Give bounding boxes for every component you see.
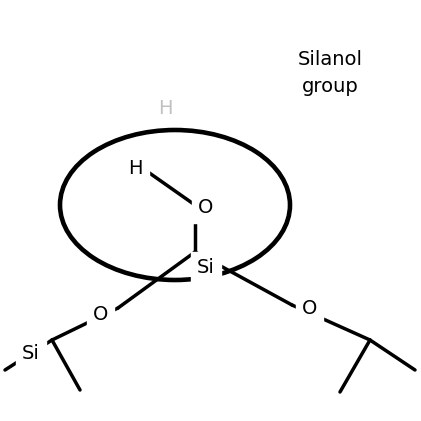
Text: O: O xyxy=(302,298,317,317)
Text: Si: Si xyxy=(22,344,40,363)
Text: O: O xyxy=(198,198,213,217)
Text: H: H xyxy=(158,99,172,117)
Text: Silanol
group: Silanol group xyxy=(298,50,362,96)
Text: H: H xyxy=(128,158,143,178)
Text: Si: Si xyxy=(197,258,215,277)
Text: O: O xyxy=(93,306,108,325)
